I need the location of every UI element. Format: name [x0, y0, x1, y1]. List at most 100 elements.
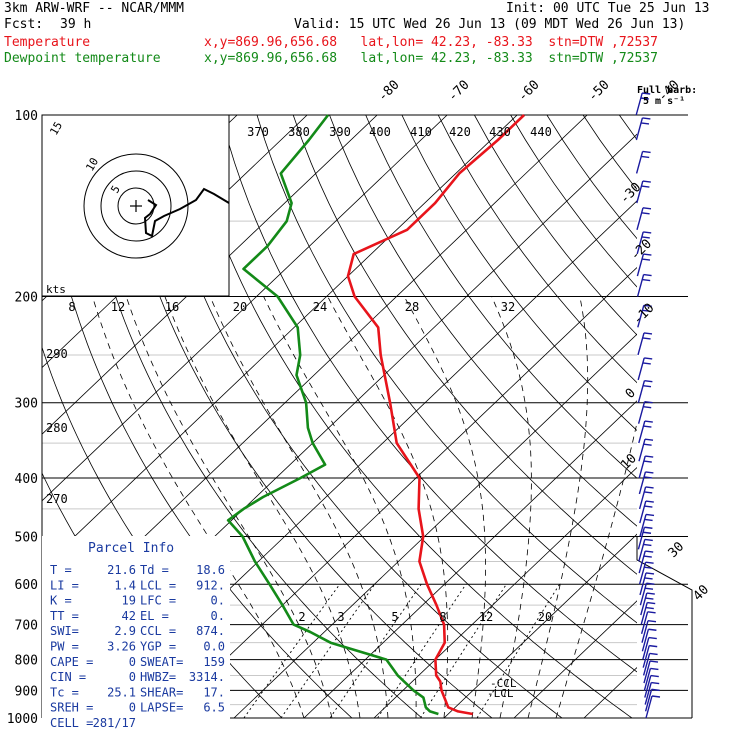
theta-label: 440	[530, 125, 552, 139]
theta-label: 400	[369, 125, 391, 139]
theta-label: 380	[288, 125, 310, 139]
wind-barb	[644, 688, 660, 712]
header: 3km ARW-WRF -- NCAR/MMM Init: 00 UTC Tue…	[0, 0, 740, 70]
dry-adiabat	[401, 115, 637, 432]
dry-adiabat	[111, 115, 493, 718]
dry-adiabat	[147, 115, 563, 718]
wind-barb	[642, 636, 657, 660]
temperature-legend: Temperature	[4, 35, 91, 50]
dry-adiabat	[292, 115, 637, 575]
isotherm	[163, 266, 637, 718]
wind-barb	[637, 304, 652, 328]
wind-barb	[639, 572, 655, 596]
wind-barb-column	[635, 92, 661, 719]
parcel-value: 1.4	[114, 578, 136, 592]
init-time: Init: 00 UTC Tue 25 Jun 13	[506, 1, 710, 16]
mixing-ratio-label: 20	[538, 610, 552, 624]
parcel-label: TT =	[50, 609, 79, 623]
wind-barb	[636, 231, 652, 255]
wind-barb	[637, 357, 653, 381]
wind-barb	[636, 253, 652, 277]
wind-barb	[644, 674, 659, 698]
parcel-value: 17.	[203, 685, 225, 699]
parcel-label: HWBZ=	[140, 670, 176, 684]
dry-adiabat	[329, 115, 637, 527]
parcel-info-panel: Parcel Info T = 21.6 Td = 18.6 LI = 1.4 LCL = 91…	[42, 536, 230, 730]
isotherm	[42, 115, 378, 435]
speed-label: 24	[313, 300, 327, 314]
ccl-marker: -CCL	[490, 677, 517, 690]
pressure-tick-label: 800	[15, 654, 38, 669]
wind-barb	[638, 438, 654, 462]
parcel-label: SREH =	[50, 701, 93, 715]
hodograph-ring	[83, 153, 189, 259]
wind-barb	[641, 619, 657, 643]
hodograph-ring	[117, 187, 155, 225]
parcel-label: LFC =	[140, 594, 176, 608]
isotherm	[654, 115, 740, 718]
dry-adiabat	[656, 115, 740, 718]
isotherm-label: 40	[690, 582, 712, 604]
parcel-label: YGP =	[140, 640, 176, 654]
isotherm	[373, 466, 637, 718]
parcel-value: 2.9	[114, 624, 136, 638]
pressure-tick-label: 900	[15, 684, 38, 699]
hodograph-ring	[100, 170, 172, 242]
moist-adiabat	[164, 296, 361, 718]
barb-legend-title: Full barb:	[637, 85, 697, 96]
pressure-tick-label: 200	[15, 291, 38, 306]
parcel-value: 0.	[211, 594, 225, 608]
parcel-value: 912.	[196, 578, 225, 592]
moist-adiabat	[403, 296, 487, 718]
dry-adiabat	[474, 115, 637, 336]
parcel-value: 19	[122, 594, 136, 608]
frame-right	[636, 536, 693, 718]
lcl-marker: -LCL	[487, 687, 514, 700]
speed-label: 12	[111, 300, 125, 314]
theta-label: 430	[489, 125, 511, 139]
dry-adiabat	[437, 115, 637, 384]
parcel-label: LAPSE=	[140, 701, 183, 715]
valid-time: Valid: 15 UTC Wed 26 Jun 13 (09 MDT Wed …	[294, 17, 686, 32]
wind-barb	[637, 526, 653, 550]
theta-label: 410	[410, 125, 432, 139]
parcel-value: 0	[129, 655, 136, 669]
wind-barb	[644, 681, 660, 705]
mixing-ratio-label: 12	[479, 610, 493, 624]
parcel-value: 159	[203, 655, 225, 669]
isotherm-label: -70	[445, 78, 472, 105]
parcel-panel-bg	[42, 536, 230, 724]
parcel-value: 3314.	[189, 670, 225, 684]
dry-adiabat	[220, 115, 637, 673]
wind-barb	[638, 471, 654, 495]
parcel-label: LI =	[50, 578, 79, 592]
theta-label: 370	[247, 125, 269, 139]
dry-adiabat	[365, 115, 637, 479]
speed-label: 20	[233, 300, 247, 314]
wind-barb	[640, 601, 656, 625]
moist-adiabat	[555, 420, 637, 718]
isotherm-label: -60	[515, 78, 542, 105]
model-title: 3km ARW-WRF -- NCAR/MMM	[4, 1, 185, 16]
parcel-label: CELL =	[50, 716, 93, 730]
dry-adiabat	[692, 115, 740, 718]
isotherm	[42, 115, 518, 569]
dry-adiabat	[582, 115, 637, 191]
wind-barb	[643, 660, 659, 684]
wind-barb	[636, 273, 652, 297]
wind-barb	[637, 380, 653, 403]
parcel-label: EL =	[140, 609, 169, 623]
temperature-location: x,y=869.96,656.68 lat,lon= 42.23, -83.33…	[204, 35, 658, 50]
wind-barb	[635, 92, 651, 116]
wind-barb	[645, 695, 661, 719]
parcel-value: 874.	[196, 624, 225, 638]
wind-barb	[640, 592, 655, 616]
theta-label: 280	[46, 421, 68, 435]
parcel-value: 0.	[211, 609, 225, 623]
mixing-ratio-line	[476, 583, 560, 718]
wind-barb	[636, 180, 651, 204]
parcel-value: 0	[129, 670, 136, 684]
parcel-label: SWI=	[50, 624, 79, 638]
isotherm	[233, 333, 637, 718]
